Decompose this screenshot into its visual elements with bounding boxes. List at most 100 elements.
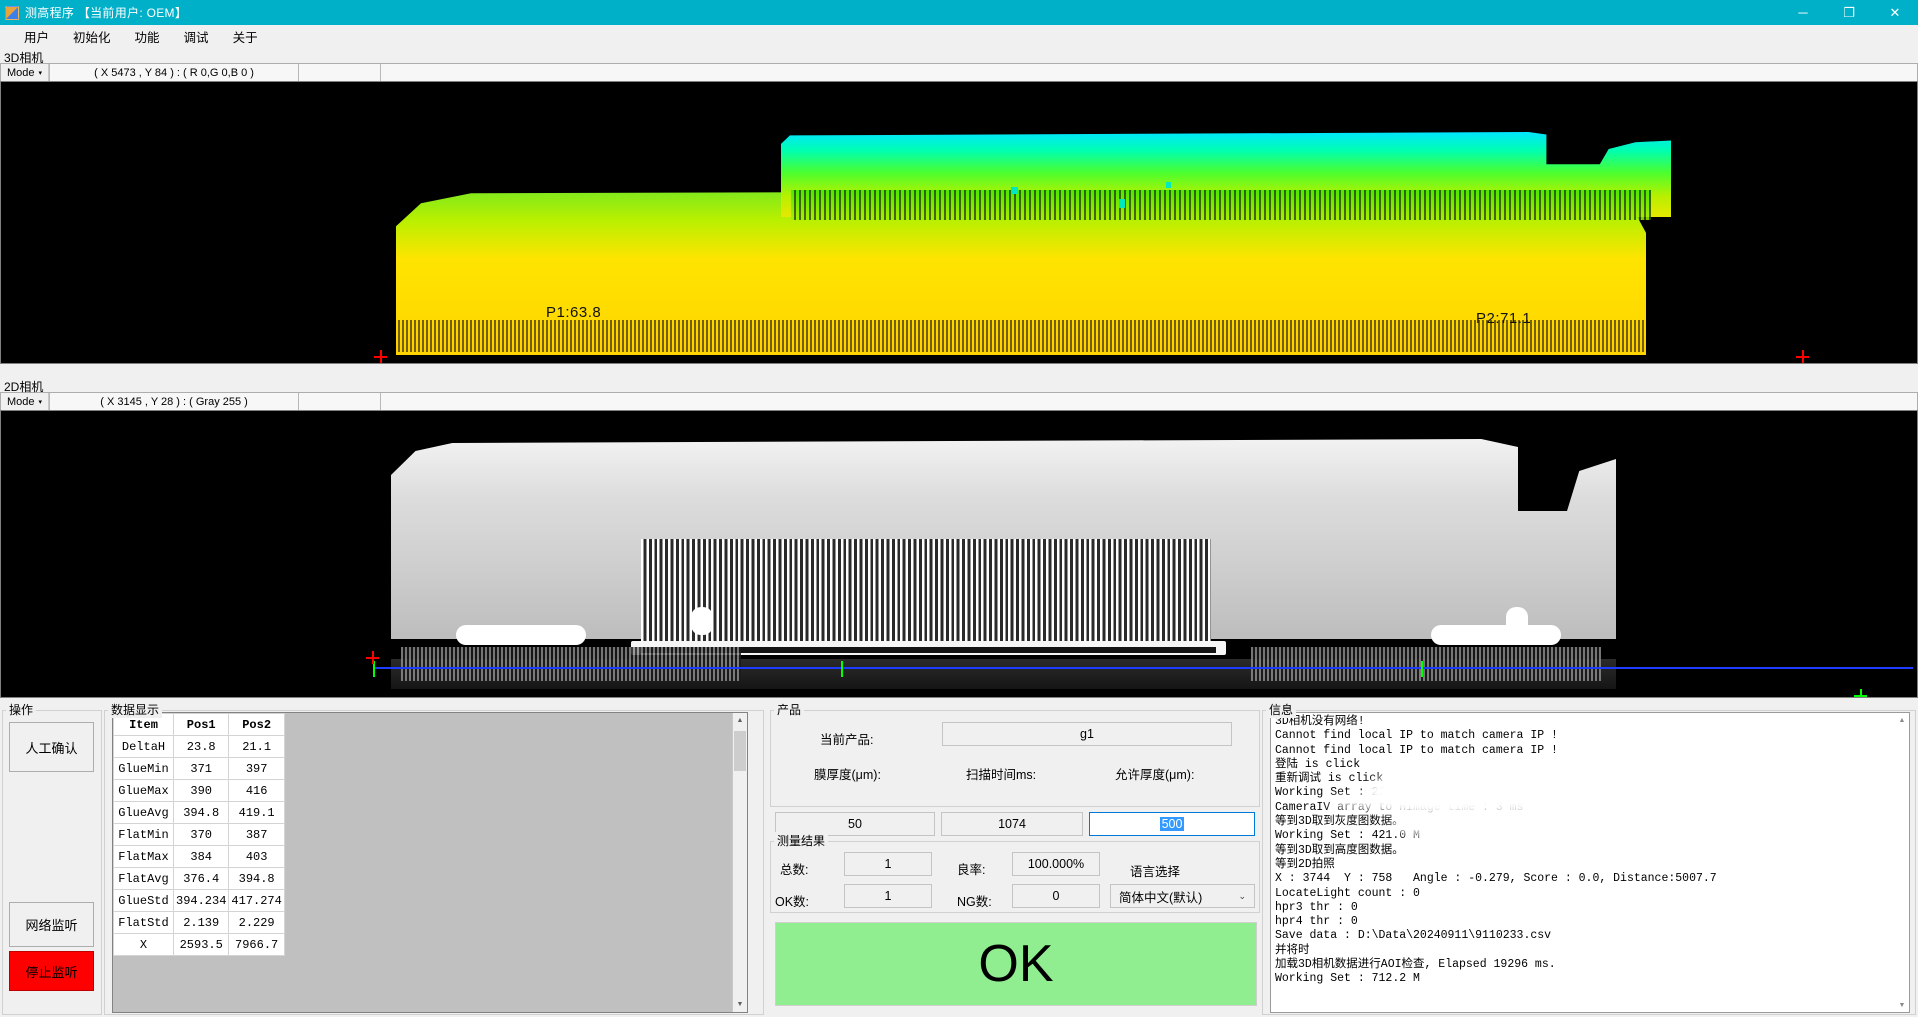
allow-thickness-label: 允许厚度(μm): bbox=[1115, 768, 1195, 782]
data-table-container[interactable]: Item Pos1 Pos2 DeltaH 23.8 21.1 GlueMin … bbox=[112, 712, 748, 1013]
scroll-down-icon[interactable]: ▼ bbox=[733, 997, 747, 1012]
table-row[interactable]: DeltaH 23.8 21.1 bbox=[113, 735, 285, 758]
camera-3d-image-view[interactable]: P1:63.8 P2:71.1 bbox=[0, 81, 1918, 364]
bottom-panel-area: 操作 人工确认 网络监听 停止监听 数据显示 Item Pos1 Pos2 bbox=[0, 700, 1918, 1017]
cell-pos1: 2.139 bbox=[172, 911, 230, 934]
cell-pos1: 371 bbox=[172, 757, 230, 780]
grayscale-fin-slot bbox=[641, 647, 1216, 653]
language-select-dropdown[interactable]: 简体中文(默认) ⌄ bbox=[1110, 884, 1255, 908]
heightmap-speckle-1 bbox=[1011, 187, 1018, 194]
camera-3d-mode-label: Mode bbox=[7, 66, 35, 79]
menu-item-debug[interactable]: 调试 bbox=[183, 31, 209, 45]
table-row[interactable]: FlatMin 370 387 bbox=[113, 823, 285, 846]
cell-pos2: 416 bbox=[228, 779, 285, 802]
info-group-frame bbox=[1262, 710, 1916, 1015]
camera-3d-mode-button[interactable]: Mode ▾ bbox=[1, 64, 50, 81]
alignment-tick-left bbox=[373, 661, 375, 677]
chevron-down-icon: ▾ bbox=[38, 398, 43, 406]
camera-3d-panel: 3D相机 Mode ▾ ( X 5473 , Y 84 ) : ( R 0,G … bbox=[0, 49, 1918, 364]
cell-item: X bbox=[113, 933, 174, 956]
window-title: 测高程序 【当前用户: OEM】 bbox=[25, 6, 188, 20]
close-button[interactable]: ✕ bbox=[1889, 4, 1901, 20]
table-row[interactable]: FlatMax 384 403 bbox=[113, 845, 285, 868]
grayscale-hook-left bbox=[456, 625, 586, 645]
grayscale-connector-left bbox=[401, 647, 741, 681]
camera-3d-toolbar: Mode ▾ ( X 5473 , Y 84 ) : ( R 0,G 0,B 0… bbox=[0, 63, 1918, 81]
cell-pos2: 387 bbox=[228, 823, 285, 846]
info-log-container[interactable]: 3D相机没有网络! Cannot find local IP to match … bbox=[1270, 712, 1910, 1013]
camera-2d-coord-readout: ( X 3145 , Y 28 ) : ( Gray 255 ) bbox=[49, 393, 300, 410]
cell-pos2: 394.8 bbox=[228, 867, 285, 890]
column-header-pos1: Pos1 bbox=[172, 713, 230, 736]
menu-item-function[interactable]: 功能 bbox=[134, 31, 160, 45]
info-group: 信息 3D相机没有网络! Cannot find local IP to mat… bbox=[1262, 701, 1916, 1015]
menu-item-init[interactable]: 初始化 bbox=[73, 31, 111, 45]
minimize-button[interactable]: ─ bbox=[1798, 5, 1808, 20]
scroll-up-icon[interactable]: ▲ bbox=[1898, 716, 1906, 724]
table-row[interactable]: GlueMax 390 416 bbox=[113, 779, 285, 802]
menu-item-user[interactable]: 用户 bbox=[24, 31, 50, 45]
log-obscuring-mark-3 bbox=[1391, 813, 1611, 839]
table-row[interactable]: X 2593.5 7966.7 bbox=[113, 933, 285, 956]
scroll-down-icon[interactable]: ▼ bbox=[1898, 1001, 1906, 1009]
camera-2d-status-cell-1 bbox=[299, 393, 382, 410]
ng-count-label: NG数: bbox=[957, 895, 992, 909]
camera-3d-status-cell-1 bbox=[299, 64, 382, 81]
product-group-frame bbox=[770, 710, 1260, 807]
film-thickness-label: 膜厚度(μm): bbox=[814, 768, 881, 782]
camera-2d-status-cell-2 bbox=[381, 393, 1917, 410]
language-select-label: 语言选择 bbox=[1130, 865, 1181, 879]
cell-pos2: 403 bbox=[228, 845, 285, 868]
cell-pos1: 394.234 bbox=[172, 889, 230, 912]
product-group: 产品 当前产品: g1 膜厚度(μm): 扫描时间ms: 允许厚度(μm): bbox=[770, 701, 1260, 807]
table-row[interactable]: FlatAvg 376.4 394.8 bbox=[113, 867, 285, 890]
grayscale-post-right bbox=[1506, 607, 1528, 635]
heightmap-noise-upper bbox=[791, 190, 1651, 220]
cell-item: GlueStd bbox=[113, 889, 174, 912]
manual-confirm-button[interactable]: 人工确认 bbox=[9, 722, 94, 772]
camera-2d-mode-button[interactable]: Mode ▾ bbox=[1, 393, 50, 410]
ng-count-field: 0 bbox=[1012, 884, 1100, 908]
table-row[interactable]: GlueMin 371 397 bbox=[113, 757, 285, 780]
heightmap-speckle-2 bbox=[1119, 199, 1125, 208]
scrollbar-thumb[interactable] bbox=[734, 731, 746, 771]
menu-item-about[interactable]: 关于 bbox=[232, 31, 258, 45]
current-product-field[interactable]: g1 bbox=[942, 722, 1232, 746]
table-header-row: Item Pos1 Pos2 bbox=[113, 713, 285, 736]
cell-item: GlueMax bbox=[113, 779, 174, 802]
info-group-label: 信息 bbox=[1266, 701, 1297, 718]
crosshair-marker-right bbox=[1796, 350, 1809, 363]
log-obscuring-mark-2 bbox=[1326, 791, 1746, 813]
table-row[interactable]: GlueAvg 394.8 419.1 bbox=[113, 801, 285, 824]
camera-2d-panel: 2D相机 Mode ▾ ( X 3145 , Y 28 ) : ( Gray 2… bbox=[0, 378, 1918, 698]
alignment-tick-mid-left bbox=[841, 661, 843, 677]
cell-item: FlatMax bbox=[113, 845, 174, 868]
crosshair-marker-2d-right bbox=[1854, 689, 1867, 697]
column-header-pos2: Pos2 bbox=[228, 713, 285, 736]
measurement-data-table: Item Pos1 Pos2 DeltaH 23.8 21.1 GlueMin … bbox=[113, 713, 285, 956]
operations-group-label: 操作 bbox=[6, 701, 37, 718]
stop-listen-button[interactable]: 停止监听 bbox=[9, 951, 94, 991]
cell-pos1: 384 bbox=[172, 845, 230, 868]
yield-field: 100.000% bbox=[1012, 852, 1100, 876]
cell-pos1: 390 bbox=[172, 779, 230, 802]
grayscale-hook-right bbox=[1431, 625, 1561, 645]
info-log-scrollbar[interactable]: ▲ ▼ bbox=[1895, 713, 1909, 1012]
network-listen-button[interactable]: 网络监听 bbox=[9, 902, 94, 947]
data-display-group-frame bbox=[104, 710, 764, 1015]
camera-2d-image-view[interactable] bbox=[0, 410, 1918, 698]
maximize-button[interactable]: ❐ bbox=[1843, 4, 1855, 20]
allow-thickness-value: 500 bbox=[1159, 817, 1185, 831]
cell-item: GlueMin bbox=[113, 757, 174, 780]
scan-time-field[interactable]: 1074 bbox=[941, 812, 1083, 836]
data-display-group-label: 数据显示 bbox=[108, 701, 163, 718]
allow-thickness-field[interactable]: 500 bbox=[1089, 812, 1255, 836]
scroll-up-icon[interactable]: ▲ bbox=[733, 713, 747, 728]
measure-point-p2-label: P2:71.1 bbox=[1476, 310, 1532, 327]
window-controls: ─ ❐ ✕ bbox=[1780, 0, 1918, 25]
grayscale-connector-right bbox=[1251, 647, 1601, 681]
table-row[interactable]: GlueStd 394.234 417.274 bbox=[113, 889, 285, 912]
table-row[interactable]: FlatStd 2.139 2.229 bbox=[113, 911, 285, 934]
data-table-scrollbar[interactable]: ▲ ▼ bbox=[732, 713, 747, 1012]
title-bar: 测高程序 【当前用户: OEM】 ─ ❐ ✕ bbox=[0, 0, 1918, 25]
